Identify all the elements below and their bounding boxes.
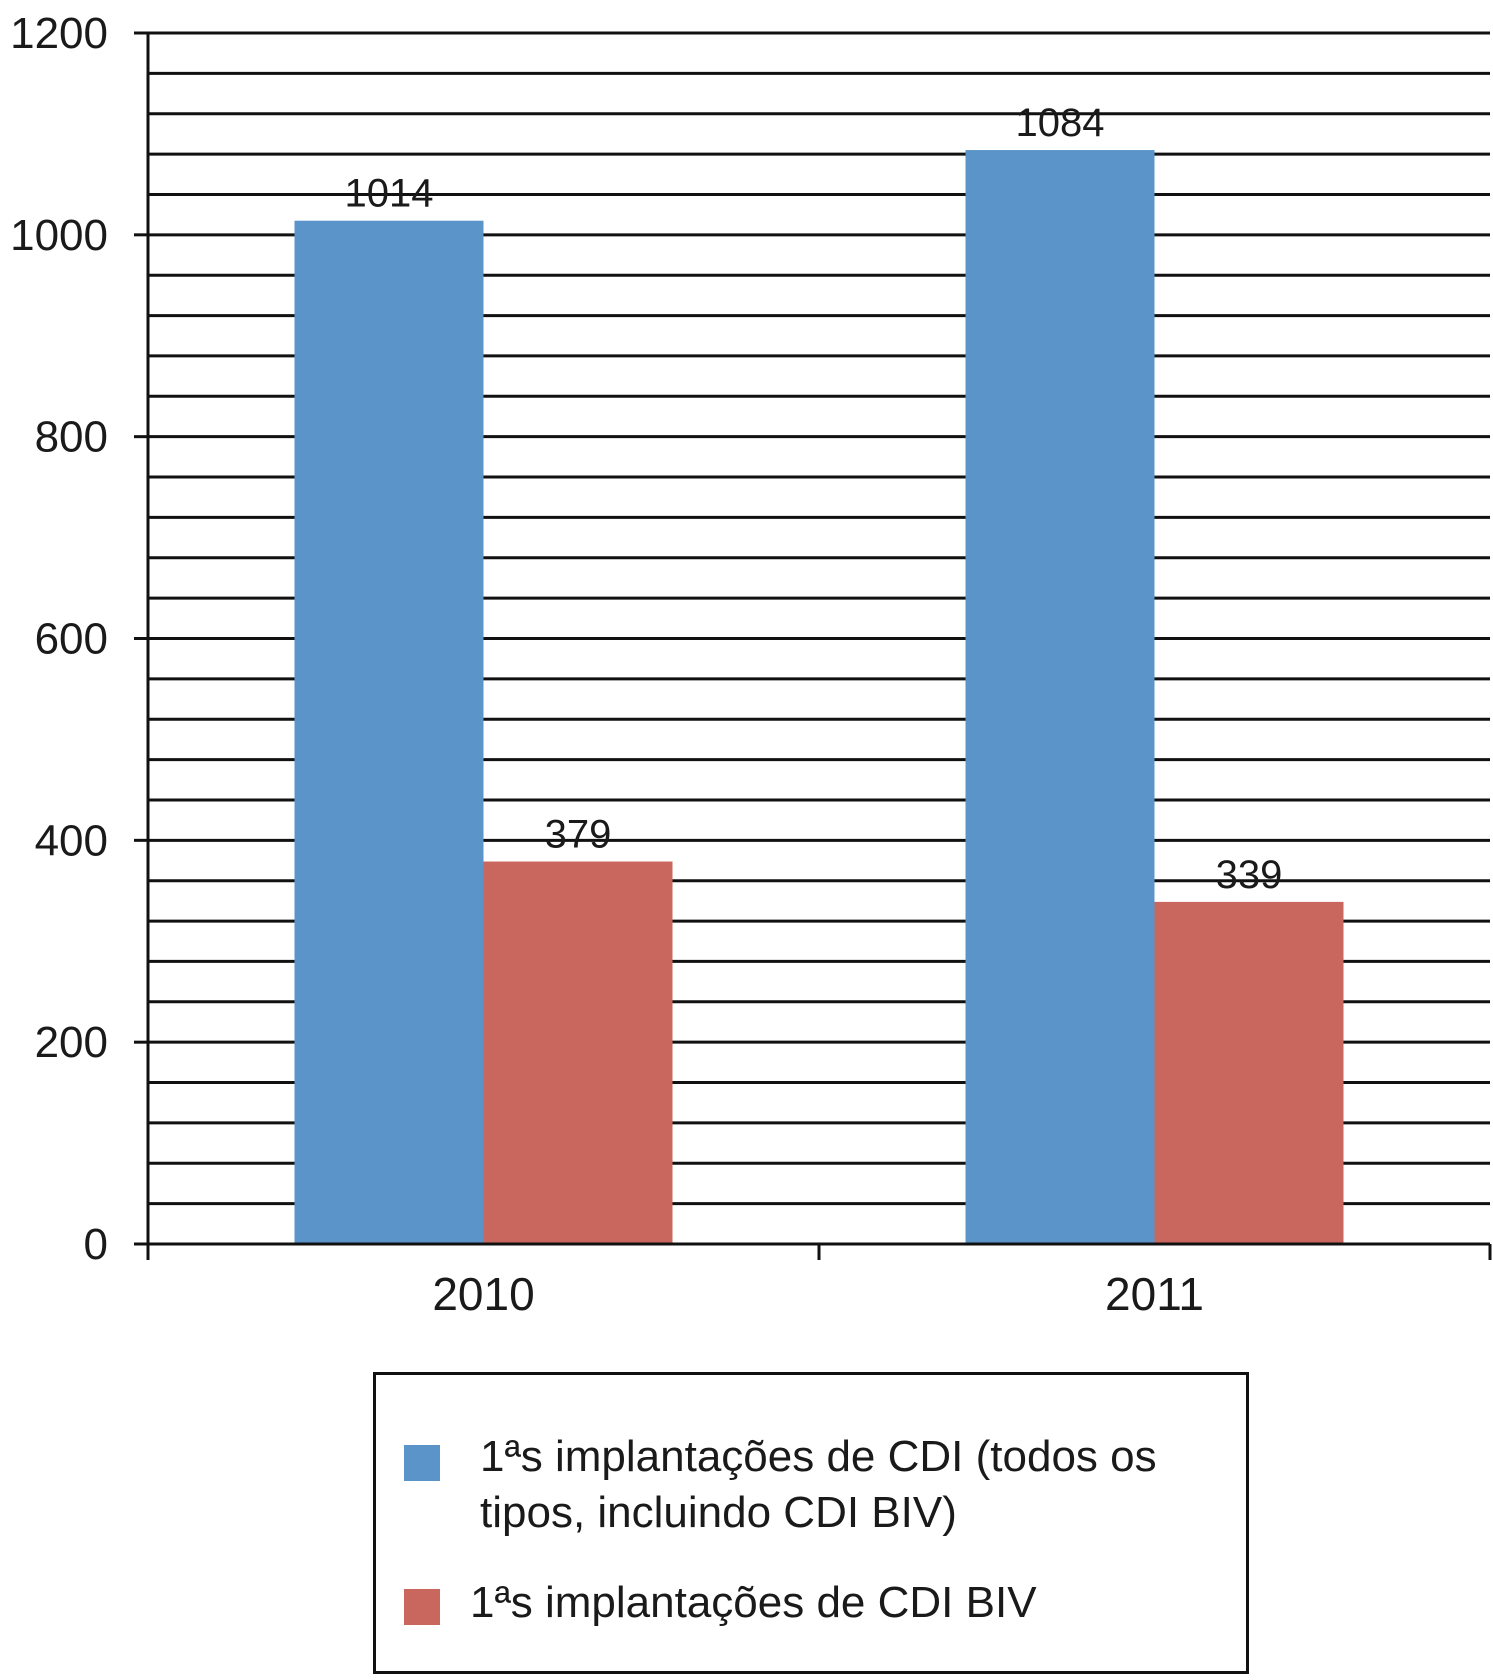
y-tick-label: 400 xyxy=(35,816,108,865)
legend-label-total-icd: 1ªs implantações de CDI (todos os tipos,… xyxy=(480,1432,1157,1537)
data-label-2010-series-0: 1014 xyxy=(345,172,434,216)
y-tick-label: 1200 xyxy=(10,9,108,58)
bars xyxy=(294,150,1344,1244)
bar-chart: 1014 379 1084 339 2010 2011 0 200 400 600 800 1000… xyxy=(10,9,1492,1320)
legend-label-biv-icd: 1ªs implantações de CDI BIV xyxy=(470,1578,1037,1627)
legend-swatch-total-icd xyxy=(404,1445,440,1481)
bar-2010-series-1 xyxy=(483,861,673,1244)
data-label-2011-series-0: 1084 xyxy=(1016,101,1105,145)
x-tick-label: 2011 xyxy=(1105,1268,1204,1320)
data-label-2010-series-1: 379 xyxy=(545,813,612,857)
axes: 2010 2011 0 200 400 600 800 1000 1200 xyxy=(10,9,1492,1320)
legend-item-total-icd: 1ªs implantações de CDI (todos os tipos,… xyxy=(404,1429,1240,1541)
y-tick-label: 1000 xyxy=(10,211,108,260)
bar-2010-series-0 xyxy=(294,220,484,1244)
y-tick-label: 800 xyxy=(35,413,108,462)
y-tick-label: 600 xyxy=(35,615,108,664)
bar-2011-series-0 xyxy=(965,150,1155,1244)
bar-2011-series-1 xyxy=(1154,901,1344,1244)
y-tick-label: 200 xyxy=(35,1018,108,1067)
data-labels: 1014 379 1084 339 xyxy=(345,101,1283,897)
x-tick-label: 2010 xyxy=(432,1268,534,1320)
y-tick-label: 0 xyxy=(84,1220,108,1269)
legend: 1ªs implantações de CDI (todos os tipos,… xyxy=(373,1372,1249,1674)
legend-swatch-biv-icd xyxy=(404,1589,440,1625)
data-label-2011-series-1: 339 xyxy=(1216,853,1283,897)
legend-item-biv-icd: 1ªs implantações de CDI BIV xyxy=(404,1575,1230,1631)
